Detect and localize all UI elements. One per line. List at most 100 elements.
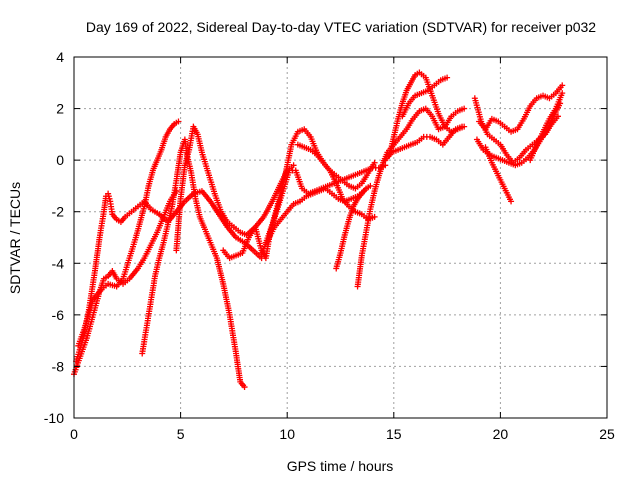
data-point-run (418, 71, 427, 79)
data-point-run (489, 161, 501, 177)
data-point-run (547, 107, 558, 120)
data-point-run (91, 287, 104, 301)
data-point-run (390, 147, 399, 155)
data-point (241, 384, 248, 391)
data-point-run (127, 267, 140, 280)
data-point-run (360, 172, 370, 185)
data-point-run (305, 191, 314, 199)
data-point-run (553, 92, 565, 110)
data-point (461, 105, 468, 112)
data-point-run (354, 254, 365, 288)
data-point-run (105, 193, 113, 202)
data-point-run (82, 298, 96, 329)
data-point-run (360, 187, 368, 195)
data-point-run (435, 138, 444, 146)
data-point-run (285, 202, 295, 213)
y-axis-label: SDTVAR / TECUs (7, 182, 23, 294)
data-point-run (308, 136, 320, 154)
data-point-run (450, 109, 459, 118)
data-point-run (206, 172, 217, 195)
data-point-run (342, 218, 352, 236)
y-tick-label: -8 (52, 358, 65, 374)
data-point-run (456, 106, 465, 114)
data-point-run (168, 122, 176, 131)
x-tick-label: 15 (386, 426, 402, 442)
data-point-run (156, 241, 166, 259)
data-point-run (503, 125, 512, 134)
data-series-18 (482, 144, 515, 205)
data-point-run (143, 301, 154, 329)
data-point-run (76, 327, 87, 347)
data-point-run (376, 161, 386, 177)
data-point-run (534, 130, 545, 146)
data-point-run (520, 156, 529, 164)
data-point-run (441, 135, 451, 146)
data-point-run (416, 135, 425, 144)
data-point (444, 74, 451, 81)
data-point-run (159, 136, 168, 151)
data-point-run (100, 282, 109, 291)
y-tick-label: 2 (56, 101, 64, 117)
data-point-run (334, 182, 345, 200)
data-point-run (97, 211, 107, 239)
data-point-run (548, 91, 557, 100)
data-point-run (493, 138, 502, 146)
data-point-run (427, 84, 436, 92)
data-point-run (447, 128, 457, 138)
data-point-run (195, 133, 205, 154)
data-point-run (497, 120, 506, 128)
data-point-run (142, 244, 153, 259)
data-point-run (429, 134, 438, 142)
data-point-run (302, 128, 313, 138)
data-point-run (208, 241, 219, 259)
data-point-run (253, 215, 266, 229)
data-point-run (398, 128, 408, 138)
data-point-run (535, 93, 544, 101)
data-point-run (173, 151, 184, 182)
data-point-run (188, 172, 199, 200)
data-point-run (367, 190, 378, 210)
data-series-11 (354, 105, 468, 290)
data-point-run (289, 130, 300, 146)
data-point-run (293, 169, 305, 190)
data-point (559, 82, 566, 89)
data-point-run (444, 125, 453, 134)
data-point-run (354, 182, 363, 190)
data-point-run (521, 105, 533, 120)
data-point-run (356, 189, 365, 198)
data-point-run (259, 239, 270, 254)
data-point-run (202, 226, 213, 244)
data-point-run (119, 215, 127, 224)
data-point-run (315, 153, 325, 164)
data-point-run (351, 197, 360, 208)
data-point-run (515, 117, 526, 131)
data-point-run (472, 97, 484, 123)
data-point-run (343, 196, 352, 204)
data-point-run (303, 145, 312, 152)
data-point (508, 198, 515, 205)
data-point-run (486, 133, 495, 141)
data-point (371, 159, 378, 166)
x-tick-label: 5 (177, 426, 185, 442)
data-point-run (261, 200, 275, 218)
data-point-run (498, 143, 509, 156)
data-point-run (101, 195, 109, 213)
data-point-run (177, 164, 188, 200)
data-point-run (400, 89, 409, 105)
data-point-run (408, 74, 418, 84)
data-point-run (437, 124, 446, 132)
data-point-run (346, 173, 355, 181)
data-point (290, 162, 297, 169)
data-point-run (273, 218, 283, 229)
data-point-run (407, 94, 417, 105)
data-point-run (491, 116, 500, 124)
data-point-run (192, 188, 203, 196)
data-point-run (512, 156, 521, 164)
data-point-run (219, 210, 230, 223)
data-point-run (227, 314, 239, 355)
y-tick-label: 4 (56, 49, 64, 65)
y-tick-label: -4 (52, 255, 65, 271)
x-axis-label: GPS time / hours (287, 458, 394, 474)
data-point-run (282, 143, 294, 177)
